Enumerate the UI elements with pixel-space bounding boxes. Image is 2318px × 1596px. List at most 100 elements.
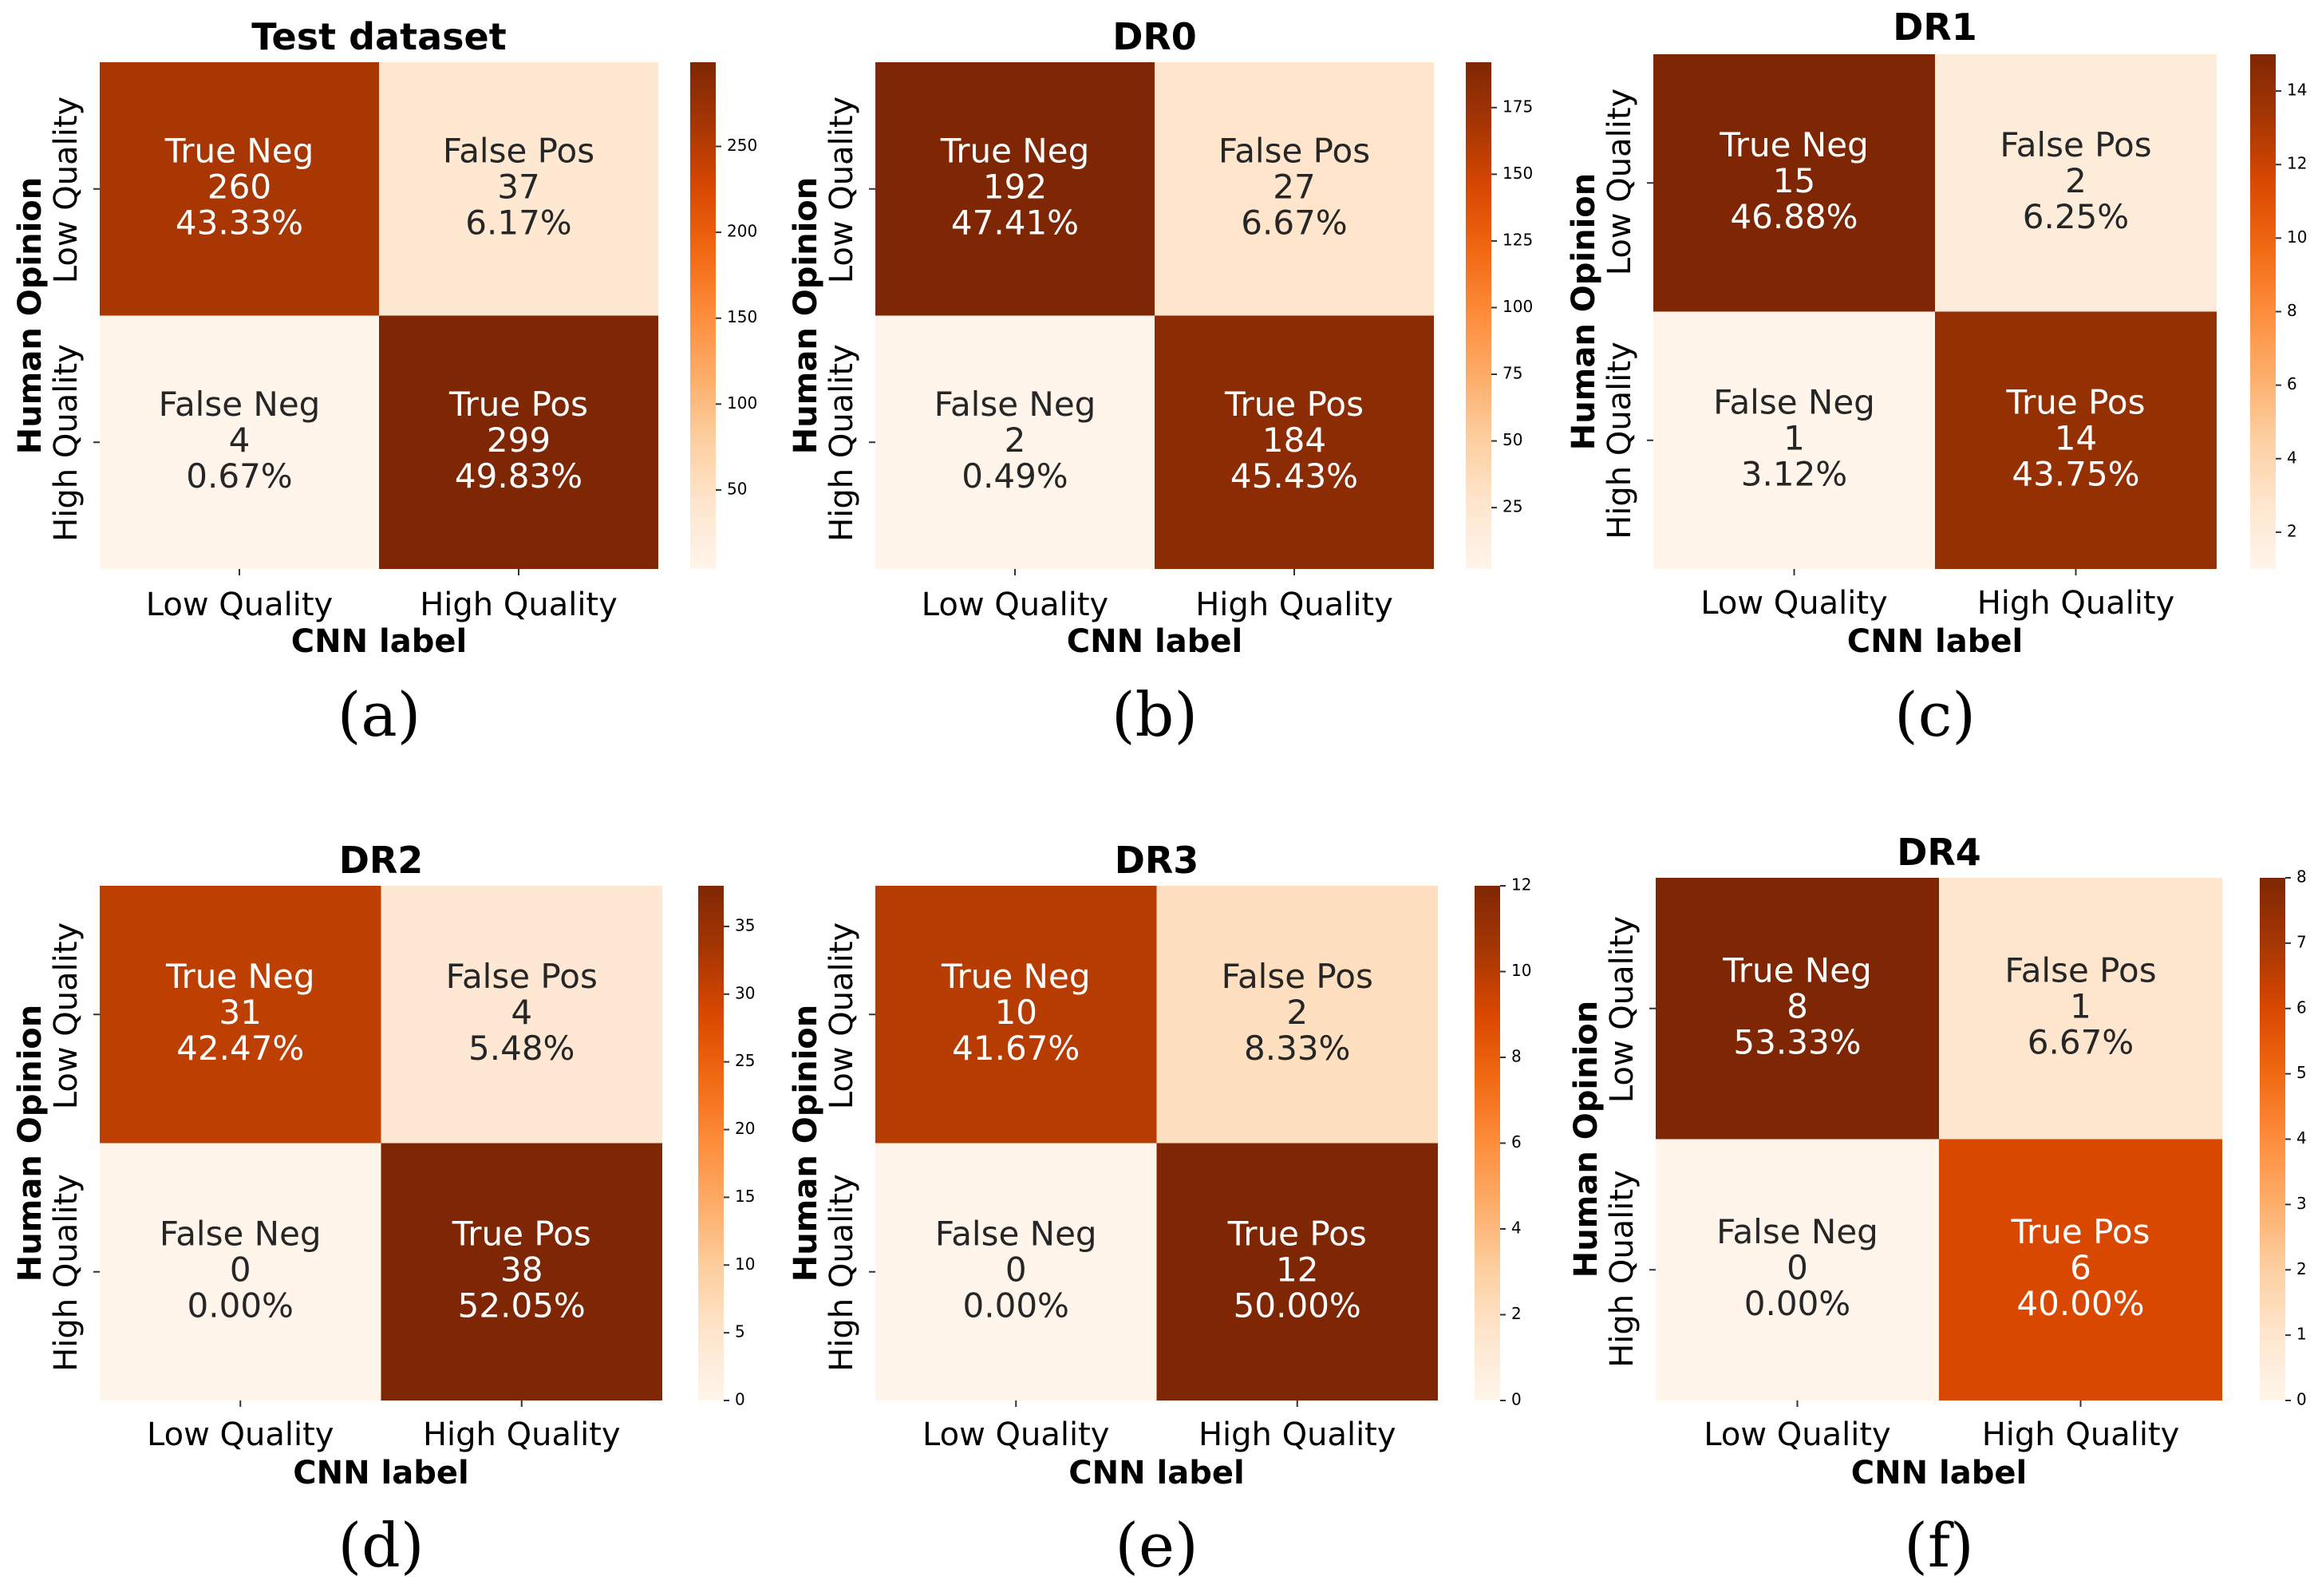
cell-percent-label: 50.00% (1234, 1286, 1361, 1325)
cell-percent-label: 43.33% (176, 203, 303, 242)
colorbar-tick-label: 5 (2296, 1063, 2307, 1082)
cell-percent-label: 47.41% (951, 203, 1079, 242)
y-axis-label: Human Opinion (788, 177, 824, 455)
heatmap-cell (1156, 1143, 1438, 1400)
panel-title: DR4 (1897, 831, 1981, 874)
x-axis-label: CNN label (1851, 1455, 2027, 1491)
colorbar-tick-label: 12 (2287, 154, 2307, 173)
panel-caption: (c) (1894, 679, 1976, 750)
x-tick-label: High Quality (423, 1416, 621, 1453)
cell-percent-label: 6.67% (2028, 1022, 2134, 1061)
cell-count-label: 2 (2065, 161, 2087, 200)
colorbar-tick-label: 125 (1503, 230, 1533, 249)
x-axis-label: CNN label (1847, 623, 2023, 660)
heatmap-cell (1656, 878, 1939, 1140)
x-tick-label: High Quality (420, 587, 618, 623)
colorbar-tick-label: 100 (1503, 297, 1533, 316)
cell-name-label: True Neg (164, 131, 314, 170)
panel-caption: (e) (1115, 1510, 1198, 1581)
colorbar-tick-label: 10 (1511, 961, 1531, 980)
heatmap-cell (379, 315, 658, 569)
y-tick-label: High Quality (1604, 1170, 1641, 1368)
cell-count-label: 12 (1276, 1250, 1318, 1289)
colorbar-tick-label: 12 (1511, 875, 1531, 895)
y-tick-label: Low Quality (1601, 89, 1638, 275)
cell-percent-label: 8.33% (1244, 1029, 1350, 1068)
cell-name-label: False Pos (446, 957, 598, 996)
colorbar-tick-label: 6 (1511, 1132, 1522, 1152)
cell-count-label: 14 (2055, 418, 2097, 457)
colorbar-tick-label: 4 (1511, 1219, 1522, 1238)
cell-count-label: 31 (219, 993, 262, 1032)
cell-percent-label: 6.67% (1241, 203, 1347, 242)
cell-name-label: True Neg (165, 957, 314, 996)
cell-name-label: False Neg (159, 385, 321, 424)
cell-count-label: 1 (2070, 986, 2091, 1025)
y-tick-label: High Quality (1601, 342, 1638, 539)
cell-count-label: 2 (1286, 993, 1308, 1032)
cell-count-label: 184 (1262, 421, 1326, 460)
cell-name-label: False Pos (2004, 950, 2156, 990)
cell-name-label: False Neg (935, 1214, 1097, 1253)
panel-title: Test dataset (251, 15, 506, 58)
y-axis-label: Human Opinion (1568, 1001, 1605, 1278)
cell-percent-label: 6.25% (2023, 197, 2129, 236)
y-tick-label: High Quality (823, 344, 860, 542)
cell-count-label: 37 (497, 167, 539, 206)
colorbar-tick-label: 5 (735, 1322, 745, 1341)
colorbar-tick-label: 50 (727, 479, 747, 498)
cell-count-label: 2 (1005, 421, 1026, 460)
x-tick-label: High Quality (1195, 587, 1393, 623)
cell-name-label: False Neg (1716, 1212, 1878, 1251)
cell-name-label: True Neg (1722, 950, 1871, 990)
panel-caption: (d) (338, 1510, 425, 1581)
heatmap-cell (1935, 311, 2217, 569)
cell-count-label: 260 (207, 167, 271, 206)
colorbar-tick-label: 75 (1503, 364, 1522, 383)
colorbar-tick-label: 4 (2296, 1128, 2307, 1148)
cell-name-label: False Pos (2000, 125, 2151, 164)
heatmap-cell (1155, 315, 1434, 569)
colorbar-tick-label: 150 (727, 307, 757, 326)
y-tick-label: Low Quality (48, 97, 85, 283)
heatmap-cell (1653, 311, 1935, 569)
cell-name-label: True Pos (1227, 1214, 1367, 1253)
cell-count-label: 10 (995, 993, 1037, 1032)
y-axis-label: Human Opinion (1566, 173, 1602, 451)
cell-count-label: 8 (1787, 986, 1808, 1025)
cell-name-label: True Neg (940, 131, 1089, 170)
cell-name-label: False Neg (934, 385, 1096, 424)
cell-count-label: 0 (1787, 1248, 1808, 1287)
cell-count-label: 299 (487, 421, 551, 460)
colorbar-tick-label: 0 (735, 1390, 745, 1409)
heatmap-cell (100, 62, 379, 316)
cell-percent-label: 0.67% (186, 456, 292, 496)
cell-count-label: 0 (1005, 1250, 1027, 1289)
cell-name-label: True Pos (452, 1214, 591, 1253)
colorbar (1475, 886, 1500, 1400)
colorbar (690, 62, 716, 569)
heatmap-cell (1653, 54, 1935, 312)
panel-caption: (f) (1904, 1510, 1973, 1581)
y-tick-label: High Quality (48, 344, 85, 542)
colorbar-tick-label: 14 (2287, 81, 2307, 100)
cell-percent-label: 46.88% (1730, 197, 1858, 236)
heatmap-cell (100, 315, 379, 569)
cell-count-label: 15 (1773, 161, 1815, 200)
cell-count-label: 38 (500, 1250, 543, 1289)
cell-percent-label: 52.05% (458, 1286, 586, 1325)
colorbar-tick-label: 1 (2296, 1325, 2307, 1344)
colorbar-tick-label: 25 (1503, 497, 1522, 516)
cell-percent-label: 45.43% (1230, 456, 1358, 496)
heatmap-cell (379, 62, 658, 316)
cell-name-label: True Pos (2006, 382, 2146, 421)
cell-count-label: 6 (2070, 1248, 2091, 1287)
panel-title: DR2 (339, 839, 424, 882)
cell-name-label: True Pos (2011, 1212, 2150, 1251)
x-tick-label: Low Quality (1704, 1416, 1890, 1453)
y-tick-label: Low Quality (823, 97, 860, 283)
